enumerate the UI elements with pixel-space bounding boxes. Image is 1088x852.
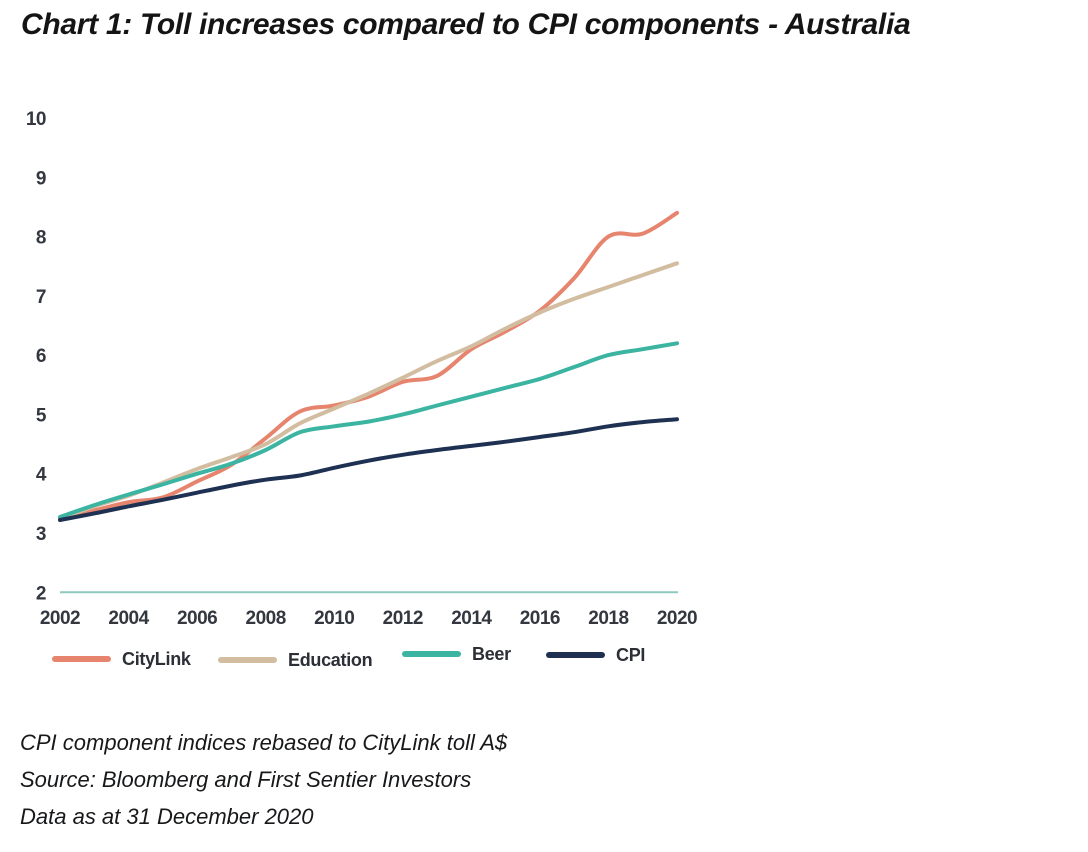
x-tick-label: 2010 [314, 608, 354, 629]
legend-label-education: Education [288, 649, 373, 670]
x-tick-label: 2004 [108, 608, 149, 629]
y-tick-label: 6 [36, 346, 46, 367]
x-tick-label: 2008 [246, 608, 286, 629]
series-line-citylink [58, 210, 679, 521]
legend-swatch-cpi [546, 652, 605, 658]
footnote-date: Data as at 31 December 2020 [20, 804, 314, 829]
chart-legend: CityLink Education Beer CPI [0, 643, 1088, 671]
x-tick-label: 2020 [657, 608, 697, 629]
footnote-rebase: CPI component indices rebased to CityLin… [20, 730, 508, 755]
series-line-education [58, 261, 679, 521]
legend-item-cpi: CPI [546, 643, 645, 667]
series-line-cpi [58, 417, 679, 522]
x-tick-label: 2006 [177, 608, 217, 629]
y-tick-label: 10 [26, 109, 46, 130]
footnote-source: Source: Bloomberg and First Sentier Inve… [20, 767, 472, 792]
legend-label-citylink: CityLink [122, 648, 191, 669]
legend-item-beer: Beer [402, 642, 511, 666]
x-tick-label: 2012 [383, 608, 423, 629]
y-tick-label: 5 [36, 405, 47, 426]
x-tick-label: 2014 [451, 608, 492, 629]
legend-item-education: Education [218, 648, 373, 672]
legend-swatch-education [218, 657, 277, 663]
chart-title: Chart 1: Toll increases compared to CPI … [21, 8, 911, 41]
y-tick-label: 3 [36, 524, 46, 545]
y-tick-label: 4 [36, 465, 47, 486]
y-tick-label: 7 [36, 287, 46, 308]
x-tick-label: 2002 [40, 608, 80, 629]
y-tick-label: 9 [36, 168, 46, 189]
x-tick-label: 2018 [588, 608, 628, 629]
legend-swatch-citylink [52, 656, 111, 662]
legend-item-citylink: CityLink [52, 647, 191, 671]
chart-footnotes: CPI component indices rebased to CityLin… [20, 724, 920, 835]
legend-swatch-beer [402, 651, 461, 657]
series-line-beer [58, 341, 679, 519]
y-tick-label: 2 [36, 583, 46, 604]
y-tick-label: 8 [36, 228, 46, 249]
legend-label-cpi: CPI [616, 644, 646, 665]
x-tick-label: 2016 [520, 608, 560, 629]
line-chart: 10 9 8 7 6 5 4 3 2 2002 2004 2006 2008 2010 2012 2014 20… [26, 109, 698, 629]
legend-label-beer: Beer [472, 643, 511, 664]
